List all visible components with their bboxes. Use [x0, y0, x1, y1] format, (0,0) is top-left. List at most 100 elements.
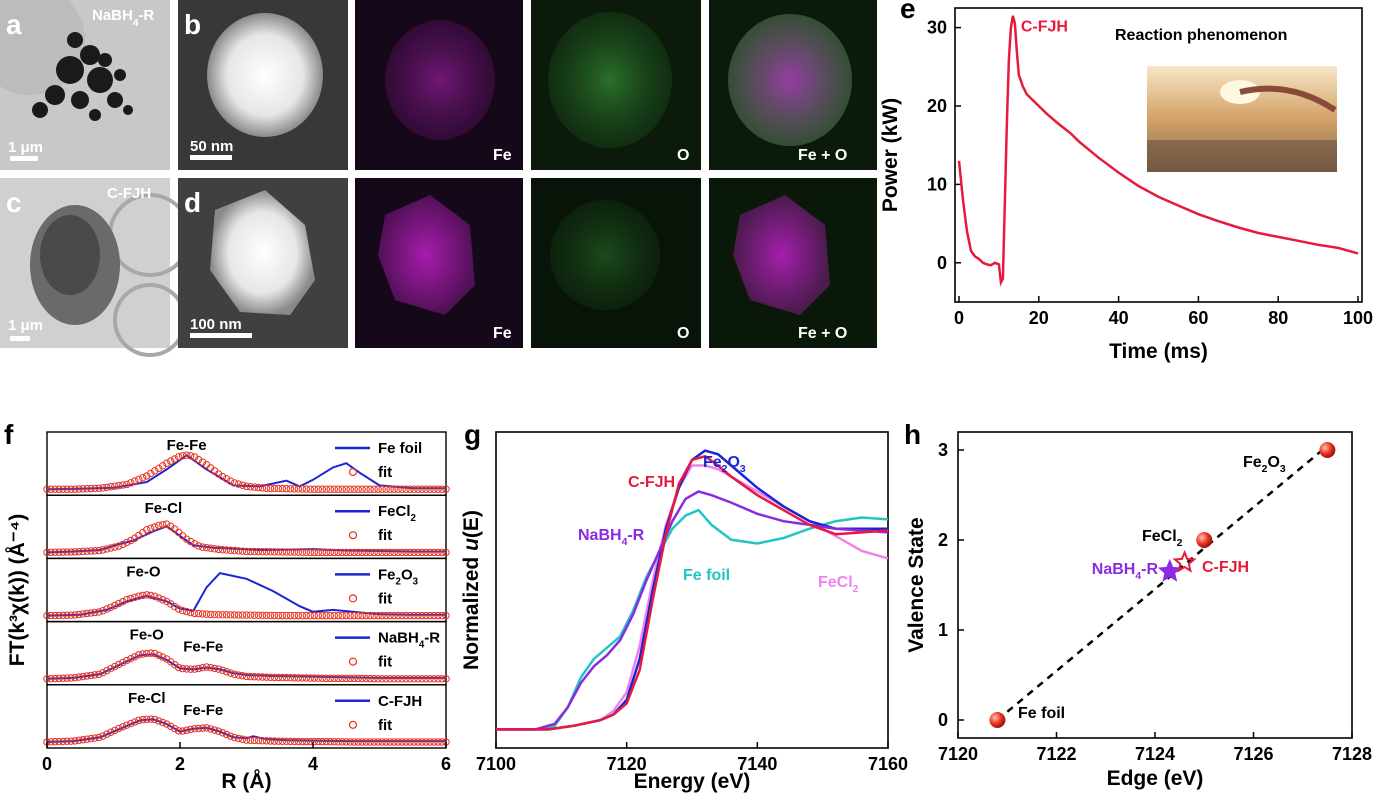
- fit-point: [346, 738, 354, 746]
- x-tick-label: 7128: [1332, 744, 1372, 764]
- fit-point: [274, 611, 283, 620]
- legend-fit-marker: [348, 594, 358, 603]
- fit-point: [282, 737, 291, 745]
- fit-point: [310, 737, 319, 746]
- fit-point: [382, 548, 390, 557]
- fit-point: [222, 546, 231, 554]
- fit-point: [202, 610, 211, 618]
- x-tick-label: 7160: [868, 754, 908, 774]
- fit-point: [230, 670, 239, 679]
- fit-point: [310, 611, 319, 620]
- fit-point: [190, 453, 199, 461]
- fit-point: [294, 611, 303, 620]
- fit-point: [262, 484, 271, 492]
- fit-point: [350, 611, 358, 620]
- fit-point: [79, 485, 87, 493]
- sample-label-cfjh: C-FJH: [107, 185, 151, 202]
- fit-point: [127, 479, 135, 487]
- fit-point: [123, 538, 131, 547]
- fit-point: [398, 548, 406, 557]
- point-label-nabh4r: NaBH4-R: [1092, 561, 1159, 582]
- x-tick-label: 0: [42, 754, 52, 774]
- fit-point: [147, 469, 155, 478]
- fe-signal: [385, 20, 495, 140]
- fit-point: [278, 611, 287, 620]
- fit-point: [198, 724, 207, 732]
- fit-point: [103, 483, 111, 492]
- fit-point: [242, 482, 251, 491]
- fit-point: [51, 485, 59, 493]
- fit-point: [258, 484, 267, 492]
- fit-point: [83, 547, 91, 555]
- fit-point: [107, 483, 115, 491]
- fit-point: [214, 727, 223, 735]
- fit-point: [111, 543, 119, 551]
- legend-fit-label: fit: [378, 654, 392, 671]
- fit-point: [83, 672, 91, 680]
- fit-point: [95, 484, 103, 493]
- fit-point: [174, 727, 183, 735]
- fit-point: [326, 485, 334, 493]
- fit-point: [298, 485, 307, 493]
- fit-point: [55, 737, 63, 746]
- fit-point: [119, 481, 127, 489]
- fit-point: [234, 671, 243, 679]
- x-tick-label: 20: [1029, 308, 1049, 328]
- fit-point: [139, 715, 147, 724]
- x-tick-label: 6: [441, 754, 451, 774]
- fit-point: [266, 484, 275, 493]
- fit-point: [242, 547, 251, 556]
- fit-point: [163, 520, 171, 528]
- fit-point: [286, 673, 295, 682]
- fit-point: [135, 475, 143, 484]
- fit-point: [170, 455, 179, 463]
- fit-point: [434, 675, 442, 683]
- fit-point: [346, 611, 354, 620]
- x-tick-label: 7120: [607, 754, 647, 774]
- fit-point: [103, 730, 111, 738]
- fit-point: [59, 611, 67, 620]
- fit-point: [262, 611, 271, 620]
- x-tick-label: 0: [954, 308, 964, 328]
- y-axis-label: Normalized u(E): [460, 510, 483, 670]
- fit-point: [442, 611, 450, 620]
- fit-point: [127, 536, 135, 545]
- fit-point: [139, 473, 147, 482]
- fit-point: [354, 548, 362, 557]
- subplot-frame: [46, 684, 447, 749]
- fit-point: [182, 726, 191, 734]
- fit-point: [302, 485, 311, 493]
- reference-point: [1319, 442, 1336, 458]
- legend-fit-label: fit: [378, 717, 392, 734]
- fit-point: [87, 671, 95, 680]
- fit-point: [71, 548, 79, 556]
- fit-point: [270, 548, 279, 556]
- fit-point: [119, 658, 127, 667]
- fit-point: [214, 665, 223, 673]
- fit-point: [111, 482, 119, 490]
- fit-point: [238, 672, 247, 680]
- fit-point: [390, 738, 398, 746]
- fit-point: [306, 737, 315, 746]
- fit-point: [107, 664, 115, 673]
- plot-frame: [957, 431, 1353, 739]
- fit-point: [342, 674, 350, 683]
- series-label-4: C-FJH: [628, 474, 675, 491]
- x-tick-label: 60: [1188, 308, 1208, 328]
- fit-point: [274, 484, 283, 493]
- fit-point: [75, 610, 83, 619]
- fit-point: [386, 485, 394, 493]
- fit-point: [159, 653, 167, 661]
- fit-point: [430, 675, 438, 683]
- panel-label-b: b: [184, 9, 201, 40]
- fit-point: [406, 548, 414, 557]
- fit-point: [178, 664, 187, 673]
- fit-point: [95, 670, 103, 678]
- fit-point: [234, 480, 243, 488]
- fit-point: [366, 548, 374, 557]
- particle-b: [207, 13, 323, 137]
- scale-label-b: 50 nm: [190, 138, 233, 155]
- reaction-photo-inset: [1147, 66, 1337, 172]
- panel-label-e: e: [900, 0, 916, 24]
- micrograph-panel-d: 100 nm d: [178, 178, 348, 348]
